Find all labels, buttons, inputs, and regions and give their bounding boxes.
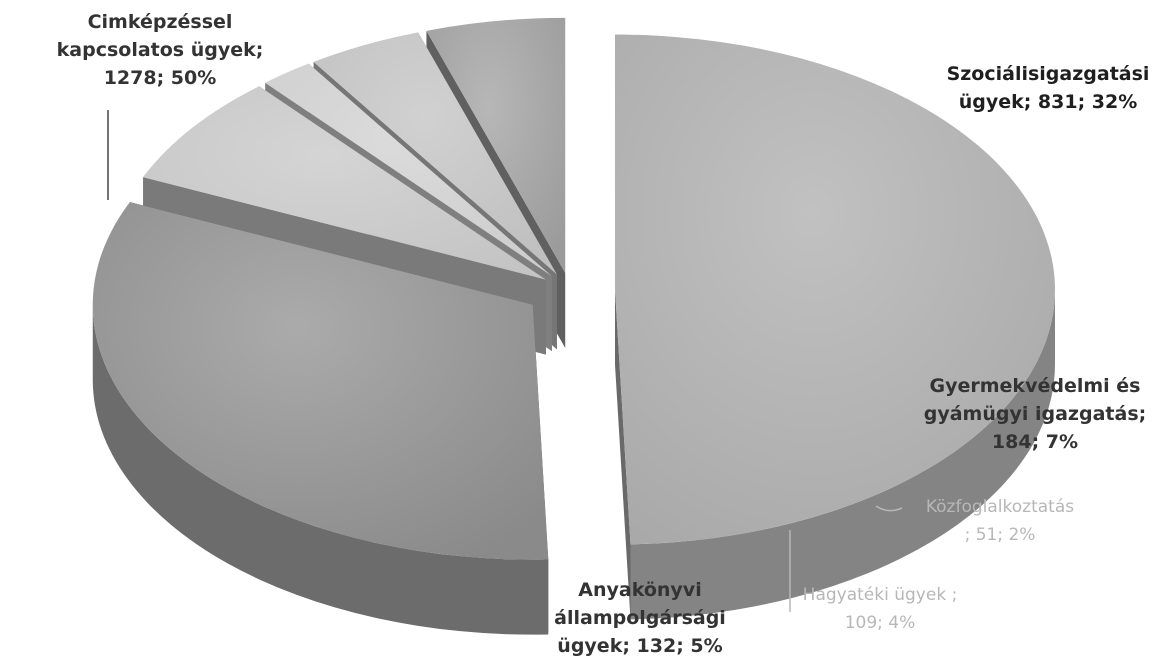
slice-sheen (614, 34, 1055, 545)
slice-label-2: Szociálisigazgatási ügyek; 831; 32% (947, 63, 1150, 113)
slice-label-line: Szociálisigazgatási (947, 63, 1150, 85)
slice-side (92, 304, 549, 635)
slice-label-5: Hagyatéki ügyek ; 109; 4% (803, 585, 958, 633)
slice-label-line: Közfoglalkoztatás (926, 497, 1074, 517)
slice-label-line: gyámügyi igazgatás; (924, 403, 1146, 425)
slice-label-line: Anyakönyvi (578, 579, 701, 601)
slice-labels: Cimképzéssel kapcsolatos ügyek; 1278; 50% S… (57, 11, 1150, 657)
slice-label-6: Anyakönyvi állampolgársági ügyek; 132; 5% (554, 579, 726, 657)
slice-sheen (265, 63, 552, 277)
slice-label-line: ügyek; 132; 5% (557, 635, 722, 657)
slice-label-line: Cimképzéssel (88, 11, 233, 33)
slice-label-line: állampolgársági (554, 607, 726, 629)
slice-label-line: Gyermekvédelmi és (930, 375, 1141, 397)
slice-label-line: 109; 4% (845, 613, 916, 633)
slice-label-line: 1278; 50% (104, 67, 217, 89)
slice-label-line: kapcsolatos ügyek; (57, 39, 264, 61)
pie-slice-2 (92, 202, 549, 635)
leader-line-4 (875, 505, 903, 512)
slice-sheen (143, 86, 546, 280)
slice-sheen (313, 32, 557, 275)
slice-label-4: Közfoglalkoztatás ; 51; 2% (926, 497, 1074, 545)
slice-side (630, 289, 1055, 620)
slice-label-3: Gyermekvédelmi és gyámügyi igazgatás; 184;… (924, 375, 1146, 453)
slice-label-1: Cimképzéssel kapcsolatos ügyek; 1278; 50% (57, 11, 264, 89)
slice-label-line: ügyek; 831; 32% (959, 91, 1138, 113)
slice-sheen (426, 17, 566, 273)
slice-label-line: 184; 7% (992, 431, 1078, 453)
slice-label-line: Hagyatéki ügyek ; (803, 585, 958, 605)
pie-slices (92, 17, 1055, 635)
pie-slice-1 (614, 34, 1055, 620)
slice-wall (614, 289, 631, 620)
slice-sheen (92, 202, 549, 560)
slice-label-line: ; 51; 2% (965, 525, 1036, 545)
